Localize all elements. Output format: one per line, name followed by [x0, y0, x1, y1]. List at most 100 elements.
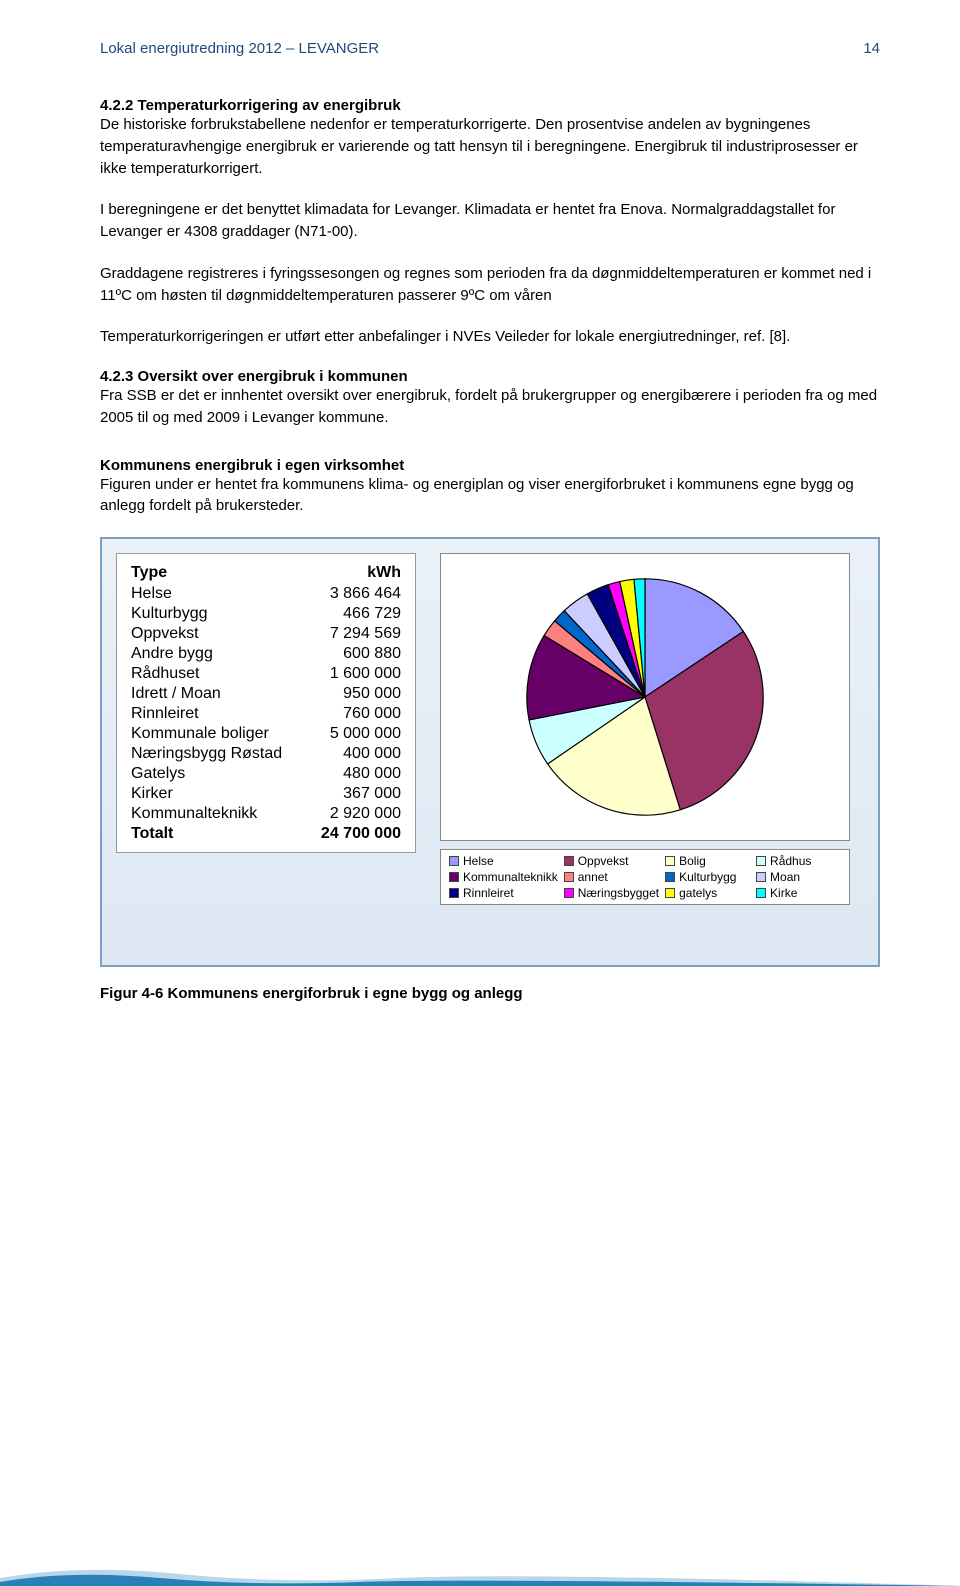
legend-item: Oppvekst	[564, 854, 659, 868]
table-row: Oppvekst7 294 569	[127, 624, 405, 644]
table-row: Kommunalteknikk2 920 000	[127, 804, 405, 824]
legend-swatch	[564, 856, 574, 866]
table-cell-label: Kulturbygg	[127, 604, 306, 624]
legend-swatch	[564, 872, 574, 882]
table-row: Rådhuset1 600 000	[127, 664, 405, 684]
legend-label: Oppvekst	[578, 854, 629, 868]
figure-caption: Figur 4-6 Kommunens energiforbruk i egne…	[100, 985, 880, 1002]
footer-wave	[0, 1558, 960, 1586]
table-cell-label: Totalt	[127, 824, 306, 844]
table-cell-label: Gatelys	[127, 764, 306, 784]
legend-swatch	[449, 888, 459, 898]
figure-panel: Type kWh Helse3 866 464Kulturbygg466 729…	[100, 537, 880, 967]
table-cell-label: Helse	[127, 584, 306, 604]
legend-label: Helse	[463, 854, 494, 868]
table-row: Kirker367 000	[127, 784, 405, 804]
legend-label: Rinnleiret	[463, 886, 514, 900]
table-cell-value: 7 294 569	[306, 624, 405, 644]
table-cell-value: 950 000	[306, 684, 405, 704]
table-cell-value: 480 000	[306, 764, 405, 784]
heading-4-2-2: 4.2.2 Temperaturkorrigering av energibru…	[100, 97, 880, 114]
legend-swatch	[756, 872, 766, 882]
table-cell-value: 600 880	[306, 644, 405, 664]
table-cell-label: Kommunale boliger	[127, 724, 306, 744]
table-cell-value: 1 600 000	[306, 664, 405, 684]
table-col-header: Type	[127, 562, 306, 584]
legend-item: Næringsbygget	[564, 886, 659, 900]
table-cell-label: Rinnleiret	[127, 704, 306, 724]
paragraph: Figuren under er hentet fra kommunens kl…	[100, 474, 880, 518]
table-cell-value: 466 729	[306, 604, 405, 624]
heading-4-2-3: 4.2.3 Oversikt over energibruk i kommune…	[100, 368, 880, 385]
legend-item: Rinnleiret	[449, 886, 558, 900]
legend-label: Moan	[770, 870, 800, 884]
table-row: Kulturbygg466 729	[127, 604, 405, 624]
table-row: Næringsbygg Røstad400 000	[127, 744, 405, 764]
table-cell-label: Oppvekst	[127, 624, 306, 644]
table-row: Kommunale boliger5 000 000	[127, 724, 405, 744]
page-header: Lokal energiutredning 2012 – LEVANGER 14	[100, 40, 880, 57]
table-cell-value: 2 920 000	[306, 804, 405, 824]
table-row: Idrett / Moan950 000	[127, 684, 405, 704]
legend-item: Kulturbygg	[665, 870, 750, 884]
sub-heading: Kommunens energibruk i egen virksomhet	[100, 457, 880, 474]
section-4-2-2: 4.2.2 Temperaturkorrigering av energibru…	[100, 97, 880, 348]
table-cell-label: Kirker	[127, 784, 306, 804]
paragraph: Graddagene registreres i fyringssesongen…	[100, 263, 880, 307]
table-cell-value: 24 700 000	[306, 824, 405, 844]
legend-label: Kommunalteknikk	[463, 870, 558, 884]
legend-swatch	[665, 872, 675, 882]
legend-swatch	[756, 888, 766, 898]
legend-item: Moan	[756, 870, 841, 884]
paragraph: Fra SSB er det er innhentet oversikt ove…	[100, 385, 880, 429]
table-cell-value: 5 000 000	[306, 724, 405, 744]
table-cell-label: Idrett / Moan	[127, 684, 306, 704]
pie-chart	[515, 567, 775, 827]
table-cell-value: 367 000	[306, 784, 405, 804]
table-cell-label: Næringsbygg Røstad	[127, 744, 306, 764]
table-cell-value: 760 000	[306, 704, 405, 724]
legend-label: Næringsbygget	[578, 886, 659, 900]
legend-swatch	[665, 856, 675, 866]
pie-chart-box	[440, 553, 850, 841]
table-col-header: kWh	[306, 562, 405, 584]
legend-label: Kulturbygg	[679, 870, 736, 884]
legend-swatch	[449, 872, 459, 882]
table-cell-label: Andre bygg	[127, 644, 306, 664]
legend-item: Bolig	[665, 854, 750, 868]
header-title: Lokal energiutredning 2012 – LEVANGER	[100, 40, 379, 57]
table-row-total: Totalt24 700 000	[127, 824, 405, 844]
legend-item: gatelys	[665, 886, 750, 900]
paragraph: I beregningene er det benyttet klimadata…	[100, 199, 880, 243]
table-cell-value: 3 866 464	[306, 584, 405, 604]
table-cell-label: Kommunalteknikk	[127, 804, 306, 824]
legend-box: Helse Oppvekst Bolig Rådhus Kommunalteknikk a…	[440, 849, 850, 905]
energy-table: Type kWh Helse3 866 464Kulturbygg466 729…	[127, 562, 405, 844]
legend-item: Helse	[449, 854, 558, 868]
section-4-2-3: 4.2.3 Oversikt over energibruk i kommune…	[100, 368, 880, 517]
paragraph: Temperaturkorrigeringen er utført etter …	[100, 326, 880, 348]
legend-label: Kirke	[770, 886, 797, 900]
table-row: Gatelys480 000	[127, 764, 405, 784]
header-page-number: 14	[863, 40, 880, 57]
legend-item: Kommunalteknikk	[449, 870, 558, 884]
paragraph: De historiske forbrukstabellene nedenfor…	[100, 114, 880, 179]
legend-label: annet	[578, 870, 608, 884]
legend-label: gatelys	[679, 886, 717, 900]
legend-swatch	[756, 856, 766, 866]
data-table-box: Type kWh Helse3 866 464Kulturbygg466 729…	[116, 553, 416, 853]
legend-label: Rådhus	[770, 854, 811, 868]
legend-item: annet	[564, 870, 659, 884]
legend-item: Kirke	[756, 886, 841, 900]
table-cell-label: Rådhuset	[127, 664, 306, 684]
legend-swatch	[564, 888, 574, 898]
chart-side: Helse Oppvekst Bolig Rådhus Kommunalteknikk a…	[426, 553, 864, 905]
table-row: Rinnleiret760 000	[127, 704, 405, 724]
legend-item: Rådhus	[756, 854, 841, 868]
legend-swatch	[665, 888, 675, 898]
table-row: Andre bygg600 880	[127, 644, 405, 664]
table-cell-value: 400 000	[306, 744, 405, 764]
table-row: Helse3 866 464	[127, 584, 405, 604]
legend-swatch	[449, 856, 459, 866]
legend-label: Bolig	[679, 854, 706, 868]
